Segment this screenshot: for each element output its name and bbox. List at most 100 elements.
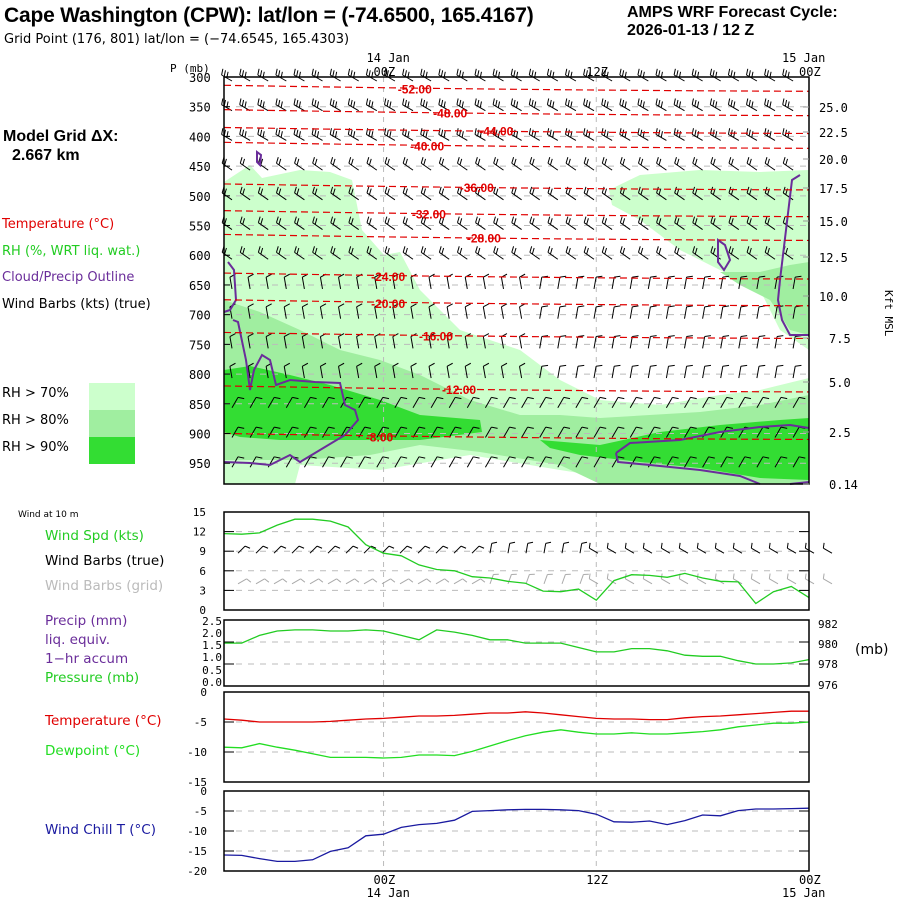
wind-barb — [348, 186, 359, 201]
wind-barb — [503, 426, 516, 438]
temperature-contour-label: -48.00 — [433, 107, 467, 121]
wind-barb — [474, 68, 486, 82]
wind-barb — [474, 98, 486, 112]
wind-barb — [557, 305, 567, 319]
cloud-outline — [256, 150, 263, 168]
wind-barb — [637, 157, 649, 171]
wind-barb — [394, 456, 408, 468]
wind-barb — [557, 364, 567, 379]
wind-barb-true — [525, 541, 534, 554]
wind-barb-true — [768, 542, 779, 554]
pressure-panel-frame — [223, 619, 810, 687]
wind-barb — [710, 246, 721, 260]
pressure-tick-label: 400 — [189, 130, 211, 144]
wind10-panel-tick-label: 3 — [199, 584, 206, 597]
wind-barb — [430, 396, 444, 409]
wind-barb — [448, 426, 462, 438]
wind-barb — [410, 303, 417, 319]
wind-barb — [738, 396, 752, 409]
wind-barb — [283, 362, 291, 379]
wind-barb — [593, 335, 603, 349]
wind-barb — [312, 186, 323, 201]
temperature-contour — [223, 210, 810, 218]
wind-barb — [294, 157, 305, 171]
wind-barb — [665, 364, 675, 379]
temperature-contour-label: -36.00 — [460, 181, 494, 195]
wind-barb — [746, 246, 758, 260]
wind-barb-true — [489, 541, 498, 554]
wind-barb — [428, 303, 435, 319]
wind-barb-true — [237, 545, 251, 554]
wind-barb — [611, 335, 621, 349]
rh-legend-swatch-0 — [89, 383, 135, 410]
wind-barb — [348, 157, 359, 171]
wind10-panel — [223, 511, 833, 611]
top-date-label: 15 Jan — [782, 51, 825, 65]
wind-barb-true — [543, 541, 552, 554]
wind-barb — [365, 98, 378, 112]
wind-barb — [619, 68, 631, 82]
wind-barb-true — [507, 541, 516, 554]
pressure-panel-tick-label: 0.5 — [202, 664, 222, 677]
wind-barb — [611, 275, 621, 290]
wind-barb — [593, 426, 607, 438]
height-tick-label: 5.0 — [829, 376, 851, 390]
wind-barb — [338, 273, 345, 290]
pressure-tick-label: 850 — [189, 398, 211, 412]
wind-barb — [312, 157, 323, 171]
wind-barb — [510, 68, 522, 82]
wind-barb-grid — [399, 578, 414, 585]
bottom-time-label: 00Z — [374, 873, 396, 887]
wind-barb — [619, 216, 631, 230]
temperature-contour-label: -8.00 — [366, 430, 394, 444]
wind-barb — [247, 362, 254, 379]
wind-barb — [402, 246, 414, 260]
wind-barb — [728, 246, 740, 260]
wind-barb — [637, 246, 649, 260]
wind-barb — [402, 98, 414, 112]
wind-barb — [257, 246, 269, 260]
wind-barb — [420, 216, 432, 230]
wind-barb — [247, 333, 254, 349]
wind-barb — [249, 456, 263, 468]
wind-barb — [665, 456, 679, 468]
wind-barb — [702, 335, 712, 349]
wind-barb — [303, 426, 317, 438]
wind-chill-panel-tick-label: -5 — [194, 805, 207, 818]
wind-barb — [593, 396, 607, 409]
wind-barb-true — [255, 545, 269, 554]
wind-barb — [265, 273, 272, 290]
wind-barb — [249, 426, 263, 438]
bottom-date-label: 14 Jan — [367, 886, 410, 900]
wind-barb — [338, 303, 345, 319]
wind-barb — [782, 157, 794, 171]
wind-barb — [674, 157, 685, 171]
wind-barb-true — [273, 545, 287, 554]
wind-barb-grid — [435, 578, 450, 585]
wind-barb — [374, 333, 381, 349]
temperature-contour-label: -40.00 — [410, 139, 444, 153]
wind-barb — [430, 426, 444, 438]
wind-barb — [709, 68, 721, 82]
wind-barb — [275, 128, 287, 141]
wind-barb — [356, 362, 363, 379]
height-tick-label: 10.0 — [819, 290, 848, 304]
wind-barb — [593, 305, 603, 319]
wind-barb-grid — [327, 578, 342, 585]
wind-barb — [720, 305, 730, 319]
wind-barb — [629, 456, 643, 468]
height-tick-label: 0.14 — [829, 478, 858, 492]
wind-barb-grid — [561, 573, 571, 585]
series-line-pressure-mb — [224, 629, 810, 665]
wind-barb — [402, 157, 414, 171]
wind-barb-true — [309, 545, 323, 554]
wind-barb — [384, 98, 396, 112]
height-tick-label: 2.5 — [829, 426, 851, 440]
wind-barb — [420, 157, 432, 171]
wind-barb — [629, 275, 639, 290]
wind-barb — [294, 216, 305, 230]
wind-barb — [647, 275, 657, 290]
wind-barb — [684, 364, 693, 379]
wind-barb — [519, 273, 526, 290]
rh-legend-label-1: RH > 80% — [2, 413, 69, 428]
